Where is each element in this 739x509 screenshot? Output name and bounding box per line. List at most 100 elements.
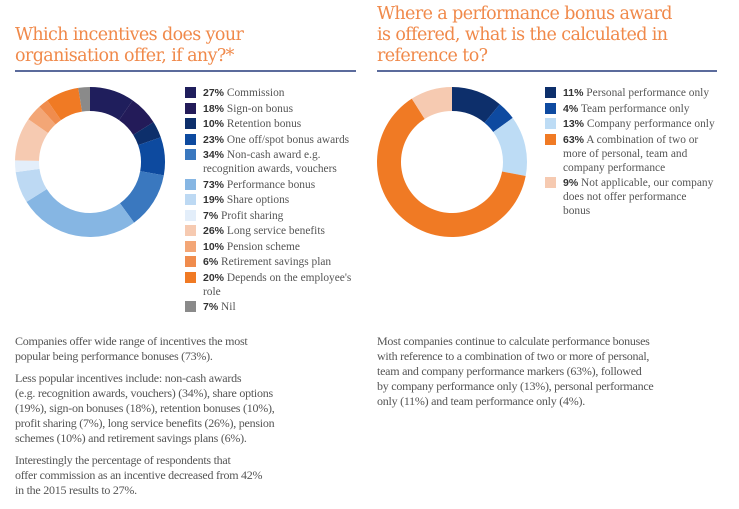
legend-label: A combination of two or more of personal… — [563, 133, 699, 174]
legend-item: 34% Non-cash award e.g. recognition awar… — [185, 148, 370, 176]
commentary-paragraph: Companies offer wide range of incentives… — [15, 334, 365, 364]
legend-item: 27% Commission — [185, 86, 370, 100]
donut-slice-company-performance-only — [493, 117, 527, 177]
title-line: organisation offer, if any?* — [15, 46, 234, 66]
legend-percent: 10% — [203, 240, 225, 253]
legend-item: 11% Personal performance only — [545, 86, 715, 100]
commentary-line: with reference to a combination of two o… — [377, 349, 650, 363]
legend-swatch — [185, 209, 196, 221]
legend-swatch — [545, 102, 556, 114]
legend-label: One off/spot bonus awards — [226, 133, 350, 146]
legend-label: Retention bonus — [226, 118, 302, 130]
commentary-paragraph: Interestingly the percentage of responde… — [15, 453, 365, 498]
legend-percent: 11% — [563, 87, 584, 99]
legend-percent: 7% — [203, 209, 219, 222]
commentary-line: in the 2015 results to 27%. — [15, 483, 137, 497]
right-commentary: Most companies continue to calculate per… — [377, 334, 727, 416]
legend-item: 23% One off/spot bonus awards — [185, 133, 370, 147]
donut-slice-one-off-spot-bonus-awards — [138, 137, 165, 176]
legend-swatch — [545, 87, 556, 98]
legend-swatch — [185, 256, 196, 267]
legend-percent: 20% — [203, 271, 225, 284]
commentary-line: offer commission as an incentive decreas… — [15, 468, 263, 482]
performance-bonus-donut-chart — [377, 87, 527, 237]
commentary-line: only (11%) and team performance only (4%… — [377, 394, 585, 408]
donut-slice-share-options — [15, 168, 47, 202]
legend-swatch — [545, 177, 556, 188]
commentary-line: profit sharing (7%), long service benefi… — [15, 416, 275, 430]
legend-percent: 63% — [563, 133, 585, 146]
donut-slice-a-combination-of-two-or-more-of-personal-team-and-company-performance — [377, 98, 526, 237]
donut-slice-profit-sharing — [14, 160, 40, 173]
legend-percent: 18% — [203, 102, 225, 115]
legend-item: 9% Not applicable, our company does not … — [545, 176, 715, 218]
legend-item: 6% Retirement savings plan — [185, 255, 370, 269]
legend-percent: 13% — [563, 118, 585, 130]
legend-percent: 27% — [203, 87, 225, 99]
donut-slice-nil — [78, 87, 90, 112]
legend-item: 4% Team performance only — [545, 102, 715, 116]
legend-item: 26% Long service benefits — [185, 224, 370, 238]
donut-slice-pension-scheme — [28, 106, 56, 133]
donut-slice-long-service-benefits — [15, 119, 49, 161]
legend-percent: 6% — [203, 256, 219, 268]
legend-item: 7% Nil — [185, 300, 370, 314]
commentary-line: Most companies continue to calculate per… — [377, 334, 650, 348]
legend-percent: 23% — [203, 133, 225, 146]
legend-item: 19% Share options — [185, 193, 370, 207]
legend-percent: 4% — [563, 102, 579, 115]
legend-swatch — [185, 240, 196, 252]
commentary-line: popular being performance bonuses (73%). — [15, 349, 213, 363]
legend-swatch — [185, 87, 196, 98]
legend-label: Not applicable, our company does not off… — [563, 177, 714, 217]
donut-slice-sign-on-bonus — [119, 100, 154, 135]
commentary-line: Less popular incentives include: non-cas… — [15, 371, 242, 385]
legend-swatch — [185, 133, 196, 145]
right-title-divider — [377, 70, 717, 72]
commentary-line: (19%), sign-on bonuses (18%), retention … — [15, 401, 275, 415]
title-line: is offered, what is the calculated in — [377, 25, 668, 45]
legend-swatch — [545, 133, 556, 145]
legend-swatch — [185, 102, 196, 114]
donut-slice-retention-bonus — [133, 122, 161, 146]
legend-label: Sign-on bonus — [226, 102, 294, 115]
legend-label: Commission — [226, 87, 285, 99]
donut-slice-retirement-savings-plan — [39, 100, 61, 125]
donut-slice-commission — [90, 87, 133, 121]
donut-slice-team-performance-only — [484, 104, 513, 133]
legend-item: 10% Retention bonus — [185, 117, 370, 131]
legend-swatch — [185, 301, 196, 312]
legend-percent: 9% — [563, 177, 579, 189]
donut-slice-performance-bonus — [26, 189, 135, 237]
left-chart-title: Which incentives does your organisation … — [15, 25, 244, 67]
left-commentary: Companies offer wide range of incentives… — [15, 334, 365, 505]
donut-slice-personal-performance-only — [452, 87, 500, 123]
legend-percent: 73% — [203, 178, 225, 191]
legend-item: 7% Profit sharing — [185, 209, 370, 223]
commentary-line: Companies offer wide range of incentives… — [15, 334, 248, 348]
legend-swatch — [185, 194, 196, 205]
legend-percent: 34% — [203, 149, 225, 161]
legend-label: Company performance only — [586, 118, 715, 130]
legend-item: 18% Sign-on bonus — [185, 102, 370, 116]
commentary-paragraph: Less popular incentives include: non-cas… — [15, 371, 365, 446]
legend-swatch — [185, 271, 196, 283]
title-line: Where a performance bonus award — [377, 4, 672, 24]
legend-percent: 7% — [203, 301, 219, 313]
legend-label: Long service benefits — [226, 225, 325, 237]
legend-swatch — [185, 149, 196, 160]
legend-label: Team performance only — [580, 102, 690, 115]
legend-item: 63% A combination of two or more of pers… — [545, 133, 715, 175]
legend-percent: 10% — [203, 118, 225, 130]
commentary-line: by company performance only (13%), perso… — [377, 379, 654, 393]
donut-slice-depends-on-the-employee-s-role — [47, 87, 83, 121]
left-title-divider — [15, 70, 356, 72]
legend-label: Performance bonus — [226, 178, 316, 191]
commentary-line: team and company performance markers (63… — [377, 364, 642, 378]
performance-bonus-legend: 11% Personal performance only 4% Team per… — [545, 86, 715, 220]
legend-label: Pension scheme — [226, 240, 300, 253]
legend-label: Non-cash award e.g. recognition awards, … — [203, 149, 337, 175]
legend-percent: 26% — [203, 225, 225, 237]
donut-slice-non-cash-award-e-g-recognition-awards-vouchers — [119, 171, 164, 223]
commentary-line: (e.g. recognition awards, vouchers) (34%… — [15, 386, 273, 400]
